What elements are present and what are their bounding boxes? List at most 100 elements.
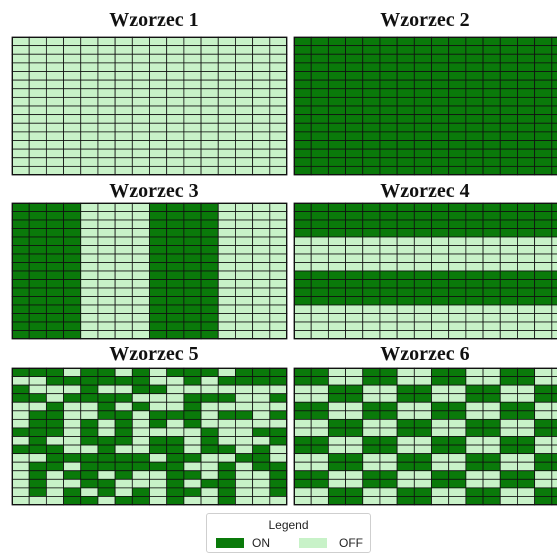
grid-cell xyxy=(11,62,30,72)
grid-cell xyxy=(63,219,82,229)
grid-cell xyxy=(517,461,536,472)
grid-cell xyxy=(499,62,518,72)
grid-cell xyxy=(362,427,381,437)
grid-cell xyxy=(28,330,47,340)
grid-cell xyxy=(183,478,202,489)
grid-cell xyxy=(327,202,346,212)
grid-cell xyxy=(11,105,30,116)
grid-cell xyxy=(345,487,364,497)
grid-cell xyxy=(28,376,47,386)
grid-cell xyxy=(97,122,116,133)
grid-cell xyxy=(499,105,518,116)
grid-cell xyxy=(362,393,381,403)
grid-cell xyxy=(465,444,484,455)
grid-cell xyxy=(413,367,432,377)
grid-cell xyxy=(11,436,30,446)
grid-cell xyxy=(235,96,254,107)
grid-cell xyxy=(310,427,329,437)
grid-cell xyxy=(362,418,381,429)
grid-cell xyxy=(379,228,398,238)
grid-cell xyxy=(551,105,557,116)
grid-cell xyxy=(293,321,312,331)
grid-cell xyxy=(482,245,501,255)
grid-cell xyxy=(551,71,557,81)
grid-cell xyxy=(80,45,99,55)
grid-cell xyxy=(499,96,518,107)
grid-cell xyxy=(517,131,536,141)
grid-cell xyxy=(327,393,346,403)
grid-cell xyxy=(482,287,501,297)
grid-cell xyxy=(551,304,557,314)
grid-cell xyxy=(396,496,415,506)
grid-cell xyxy=(63,131,82,141)
grid-cell xyxy=(183,157,202,167)
grid-cell xyxy=(80,236,99,246)
grid-cell xyxy=(327,453,346,463)
grid-cell xyxy=(217,410,236,420)
grid-cell xyxy=(183,444,202,455)
grid-cell xyxy=(448,461,467,472)
grid-cell xyxy=(293,96,312,107)
grid-cell xyxy=(97,236,116,246)
grid-cell xyxy=(80,436,99,446)
grid-cell xyxy=(235,376,254,386)
grid-cell xyxy=(310,219,329,229)
grid-cell xyxy=(465,270,484,280)
grid-cell xyxy=(11,148,30,159)
grid-cell xyxy=(448,36,467,47)
grid-cell xyxy=(183,131,202,141)
grid-cell xyxy=(149,228,168,238)
grid-cell xyxy=(379,330,398,340)
grid-cell xyxy=(448,253,467,263)
grid-cell xyxy=(310,496,329,506)
grid-cell xyxy=(235,384,254,395)
grid-cell xyxy=(166,304,185,314)
grid-cell xyxy=(97,296,116,306)
grid-cell xyxy=(80,444,99,455)
grid-cell xyxy=(465,211,484,221)
grid-cell xyxy=(379,62,398,72)
grid-cell xyxy=(11,478,30,489)
grid-cell xyxy=(63,122,82,133)
grid-cell xyxy=(235,478,254,489)
grid-cell xyxy=(11,36,30,47)
grid-cell xyxy=(327,376,346,386)
grid-cell xyxy=(45,122,64,133)
grid-cell xyxy=(413,62,432,72)
grid-cell xyxy=(310,140,329,150)
grid-cell xyxy=(413,470,432,480)
grid-cell xyxy=(345,165,364,176)
grid-cell xyxy=(28,148,47,159)
grid-cell xyxy=(131,367,150,377)
grid-cell xyxy=(45,88,64,98)
grid-cell xyxy=(252,219,271,229)
grid-cell xyxy=(465,148,484,159)
grid-cell xyxy=(534,444,553,455)
grid-cell xyxy=(499,427,518,437)
grid-cell xyxy=(396,279,415,289)
grid-cell xyxy=(183,88,202,98)
grid-cell xyxy=(45,313,64,323)
grid-cell xyxy=(465,228,484,238)
grid-cell xyxy=(45,202,64,212)
grid-cell xyxy=(166,105,185,116)
grid-cell xyxy=(235,36,254,47)
grid-cell xyxy=(45,165,64,176)
grid-cell xyxy=(217,461,236,472)
grid-cell xyxy=(517,96,536,107)
grid-cell xyxy=(396,321,415,331)
grid-cell xyxy=(149,453,168,463)
grid-cell xyxy=(517,165,536,176)
grid-cell xyxy=(252,436,271,446)
grid-cell xyxy=(499,401,518,412)
grid-cell xyxy=(379,148,398,159)
grid-cell xyxy=(149,105,168,116)
grid-cell xyxy=(217,253,236,263)
grid-cell xyxy=(45,228,64,238)
grid-cell xyxy=(482,427,501,437)
grid-cell xyxy=(80,219,99,229)
grid-cell xyxy=(131,79,150,90)
grid-cell xyxy=(293,131,312,141)
grid-cell xyxy=(293,287,312,297)
grid-cell xyxy=(310,71,329,81)
